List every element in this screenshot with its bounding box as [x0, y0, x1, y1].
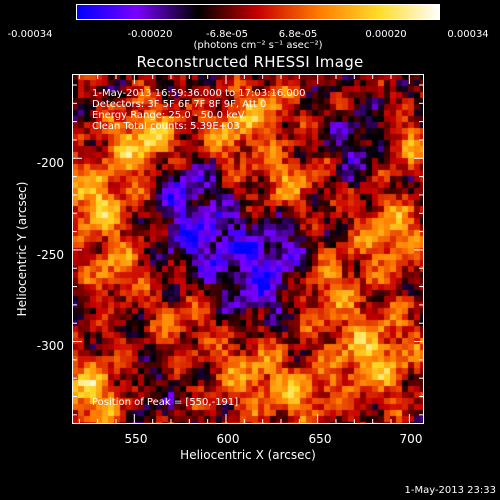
annotation-time-range: 1-May-2013 16:59:36.000 to 17:03:16.000	[92, 88, 306, 99]
y-tick-label: -300	[36, 339, 64, 353]
plot-area: 1-May-2013 16:59:36.000 to 17:03:16.000 …	[72, 74, 424, 424]
colorbar-gradient	[76, 4, 440, 20]
x-axis-label: Heliocentric X (arcsec)	[180, 448, 316, 462]
colorbar-tick-label: 0.00020	[365, 29, 407, 40]
x-tick-label: 600	[216, 432, 240, 446]
colorbar-units: (photons cm⁻² s⁻¹ asec⁻²)	[193, 40, 323, 51]
chart-title: Reconstructed RHESSI Image	[136, 53, 364, 71]
colorbar-frame	[76, 4, 440, 20]
colorbar-tick-label: -0.00034	[7, 29, 53, 40]
annotation-clean-counts: Clean Total counts: 5.39E+03	[92, 121, 240, 132]
y-axis-label: Heliocentric Y (arcsec)	[15, 181, 29, 317]
x-tick-label: 550	[124, 432, 148, 446]
colorbar-tick-label: -0.00020	[127, 29, 173, 40]
annotation-peak-position: Position of Peak = [550,-191]	[92, 397, 239, 408]
y-tick-label: -200	[36, 156, 64, 170]
y-tick-label: -250	[36, 248, 64, 262]
annotation-detectors: Detectors: 3F 5F 6F 7F 8F 9F, Att 0	[92, 99, 267, 110]
colorbar-tick-label: 6.8e-05	[278, 29, 318, 40]
x-tick-label: 650	[308, 432, 332, 446]
annotation-energy-range: Energy Range: 25.0 - 50.0 keV	[92, 110, 245, 121]
colorbar-tick-label: 0.00034	[447, 29, 489, 40]
heatmap-image	[72, 74, 424, 424]
colorbar	[76, 4, 440, 20]
x-tick-label: 700	[399, 432, 423, 446]
colorbar-tick-label: -6.8e-05	[206, 29, 248, 40]
footer-timestamp: 1-May-2013 23:33	[404, 485, 496, 496]
